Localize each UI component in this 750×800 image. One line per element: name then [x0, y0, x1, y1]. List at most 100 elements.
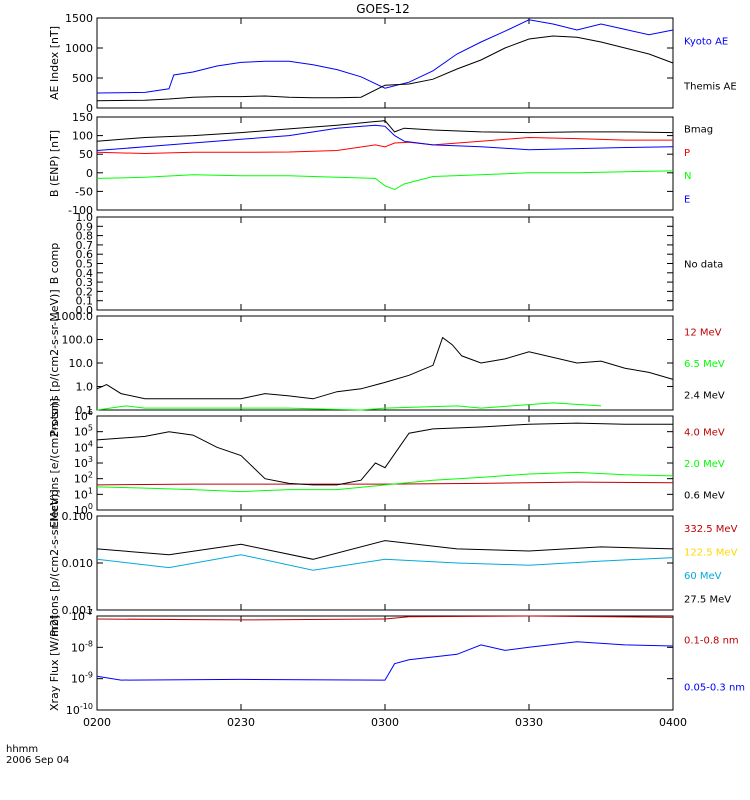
- y-tick-label: 100: [72, 130, 93, 143]
- x-tick-label: 0230: [227, 716, 255, 729]
- legend-label: 0.05-0.3 nm: [684, 683, 745, 694]
- y-tick-label: 1.0: [76, 381, 94, 394]
- y-tick-label: 0.9: [76, 220, 94, 233]
- series-line: [96, 124, 674, 151]
- series-line: [96, 336, 674, 400]
- y-tick-label: 1.0: [76, 211, 94, 224]
- legend-label: Bmag: [684, 125, 713, 136]
- x-tick-label: 0330: [515, 716, 543, 729]
- series-line: [96, 615, 674, 621]
- y-tick-label: 0.7: [76, 239, 94, 252]
- y-tick-label: 10-10: [66, 702, 93, 717]
- y-axis-label: B comp: [48, 243, 61, 285]
- y-tick-label: 500: [72, 72, 93, 85]
- panel-frame: [96, 17, 674, 109]
- legend-label: 60 MeV: [684, 571, 722, 582]
- legend-label: 2.4 MeV: [684, 390, 725, 401]
- y-tick-label: 0.010: [62, 557, 94, 570]
- legend-label: E: [684, 194, 690, 205]
- legend-label: 12 MeV: [684, 328, 722, 339]
- panel-1: 0 500 1000 1500 AE Index [nT] Kyoto AE Themis …: [48, 12, 737, 115]
- y-tick-label: 0.4: [76, 267, 94, 280]
- legend-label: 27.5 MeV: [684, 594, 731, 605]
- y-tick-label: 0.1: [76, 404, 94, 417]
- y-tick-label: 10-7: [71, 608, 93, 623]
- series-line: [96, 402, 602, 411]
- panel-frame: [96, 116, 674, 211]
- legend-label: 6.5 MeV: [684, 359, 725, 370]
- y-axis-label: AE Index [nT]: [48, 26, 61, 100]
- y-tick-label: 0.0: [76, 304, 94, 317]
- series-line: [96, 554, 674, 571]
- legend-label: No data: [684, 260, 723, 271]
- y-tick-label: 105: [74, 424, 93, 439]
- figure-title: GOES-12: [356, 2, 410, 16]
- y-tick-label: 0.001: [62, 604, 94, 617]
- y-tick-label: 0: [86, 102, 93, 115]
- y-tick-label: 150: [72, 111, 93, 124]
- legend-label: N: [684, 171, 691, 182]
- y-tick-label: 0.3: [76, 276, 94, 289]
- y-axis-label: Protons [p/(cm2-s-sr-MeV)]: [48, 489, 61, 636]
- x-tick-label: 0400: [659, 716, 687, 729]
- panel-frame: [96, 415, 674, 511]
- y-tick-label: 0.8: [76, 230, 94, 243]
- series-line: [96, 540, 674, 560]
- y-tick-label: 102: [74, 471, 93, 486]
- series-line: [96, 471, 674, 493]
- y-tick-label: 0.5: [76, 258, 94, 271]
- legend-label: 2.0 MeV: [684, 459, 725, 470]
- legend-label: 122.5 MeV: [684, 547, 738, 558]
- y-tick-label: 106: [74, 408, 93, 423]
- y-tick-label: 104: [74, 439, 93, 454]
- y-tick-label: 10-9: [71, 671, 93, 686]
- y-tick-label: 50: [79, 148, 93, 161]
- y-axis-label: Xray Flux [W/m2]: [48, 615, 61, 711]
- panel-frame: [96, 515, 674, 611]
- y-tick-label: 1500: [65, 12, 93, 25]
- panel-frame: [96, 615, 674, 711]
- y-tick-label: 101: [74, 486, 93, 501]
- legend-label: P: [684, 148, 690, 159]
- y-axis-label: Electrons [e/(cm2-s-sr)]: [48, 398, 61, 528]
- y-tick-label: -50: [75, 185, 93, 198]
- legend-label: Themis AE: [683, 82, 737, 93]
- y-tick-label: 103: [74, 455, 93, 470]
- legend-label: Kyoto AE: [684, 37, 728, 48]
- series-line: [96, 170, 674, 191]
- y-tick-label: 0: [86, 167, 93, 180]
- y-tick-label: 0.100: [62, 510, 94, 523]
- y-tick-label: 0.2: [76, 285, 94, 298]
- y-tick-label: 100.0: [62, 334, 94, 347]
- y-axis-label: Protons [p/(cm2-s-sr-MeV)]: [48, 289, 61, 436]
- series-line: [96, 422, 673, 486]
- x-tick-label: 0300: [371, 716, 399, 729]
- panel-2: -100 -50 0 50 100 150 B (ENP) [nT] Bmag P N E: [48, 111, 713, 217]
- panel-7: 10-10 10-9 10-8 10-7 Xray Flux [W/m2] 0200 023…: [48, 608, 745, 729]
- panel-frame: [96, 216, 674, 311]
- date-label: 2006 Sep 04: [6, 755, 69, 766]
- legend-label: 0.6 MeV: [684, 490, 725, 501]
- y-tick-label: 10.0: [69, 357, 94, 370]
- legend-label: 332.5 MeV: [684, 524, 738, 535]
- y-tick-label: 10-8: [71, 639, 93, 654]
- panel-frame: [96, 315, 674, 411]
- y-tick-label: 0.1: [76, 295, 94, 308]
- series-line: [96, 481, 674, 486]
- time-axis-label: hhmm: [6, 744, 38, 755]
- y-tick-label: 1000.0: [55, 310, 94, 323]
- series-line: [96, 120, 674, 142]
- y-tick-label: 0.6: [76, 248, 94, 261]
- y-tick-label: 1000: [65, 42, 93, 55]
- x-tick-label: 0200: [83, 716, 111, 729]
- legend-label: 4.0 MeV: [684, 428, 725, 439]
- panel-3: 0.00.10.20.30.40.50.60.70.80.91.0 B comp N…: [48, 211, 723, 317]
- y-axis-label: B (ENP) [nT]: [48, 130, 61, 197]
- series-line: [96, 19, 674, 94]
- series-line: [96, 35, 674, 102]
